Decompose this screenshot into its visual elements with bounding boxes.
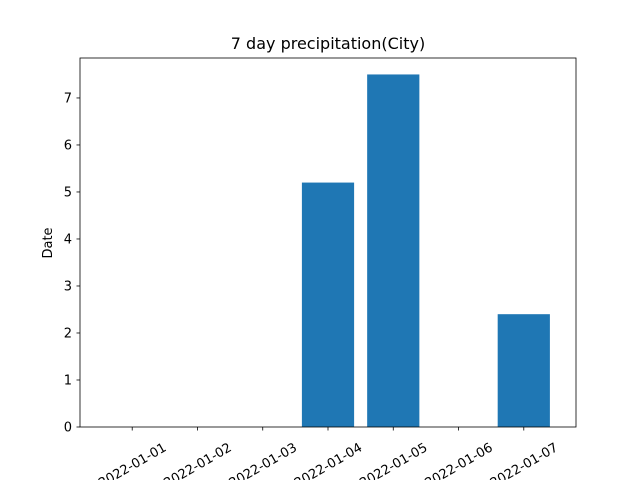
chart-title: 7 day precipitation(City) — [231, 34, 425, 53]
y-tick-label: 5 — [64, 185, 72, 200]
y-tick-label: 1 — [64, 373, 72, 388]
plot-frame — [79, 57, 577, 428]
y-tick-label: 4 — [64, 232, 72, 247]
y-tick-label: 2 — [64, 326, 72, 341]
y-axis-label: Date — [41, 227, 56, 258]
bar-2022-01-05 — [367, 74, 420, 427]
bar-2022-01-04 — [301, 182, 355, 427]
bar-2022-01-07 — [497, 314, 550, 427]
bars-group — [301, 74, 550, 427]
y-tick-label: 7 — [64, 91, 72, 106]
y-axis: 0 1 2 3 4 5 6 7 — [64, 91, 80, 436]
y-tick-label: 0 — [64, 421, 72, 436]
y-tick-label: 3 — [64, 279, 72, 294]
y-tick-label: 6 — [64, 138, 72, 153]
